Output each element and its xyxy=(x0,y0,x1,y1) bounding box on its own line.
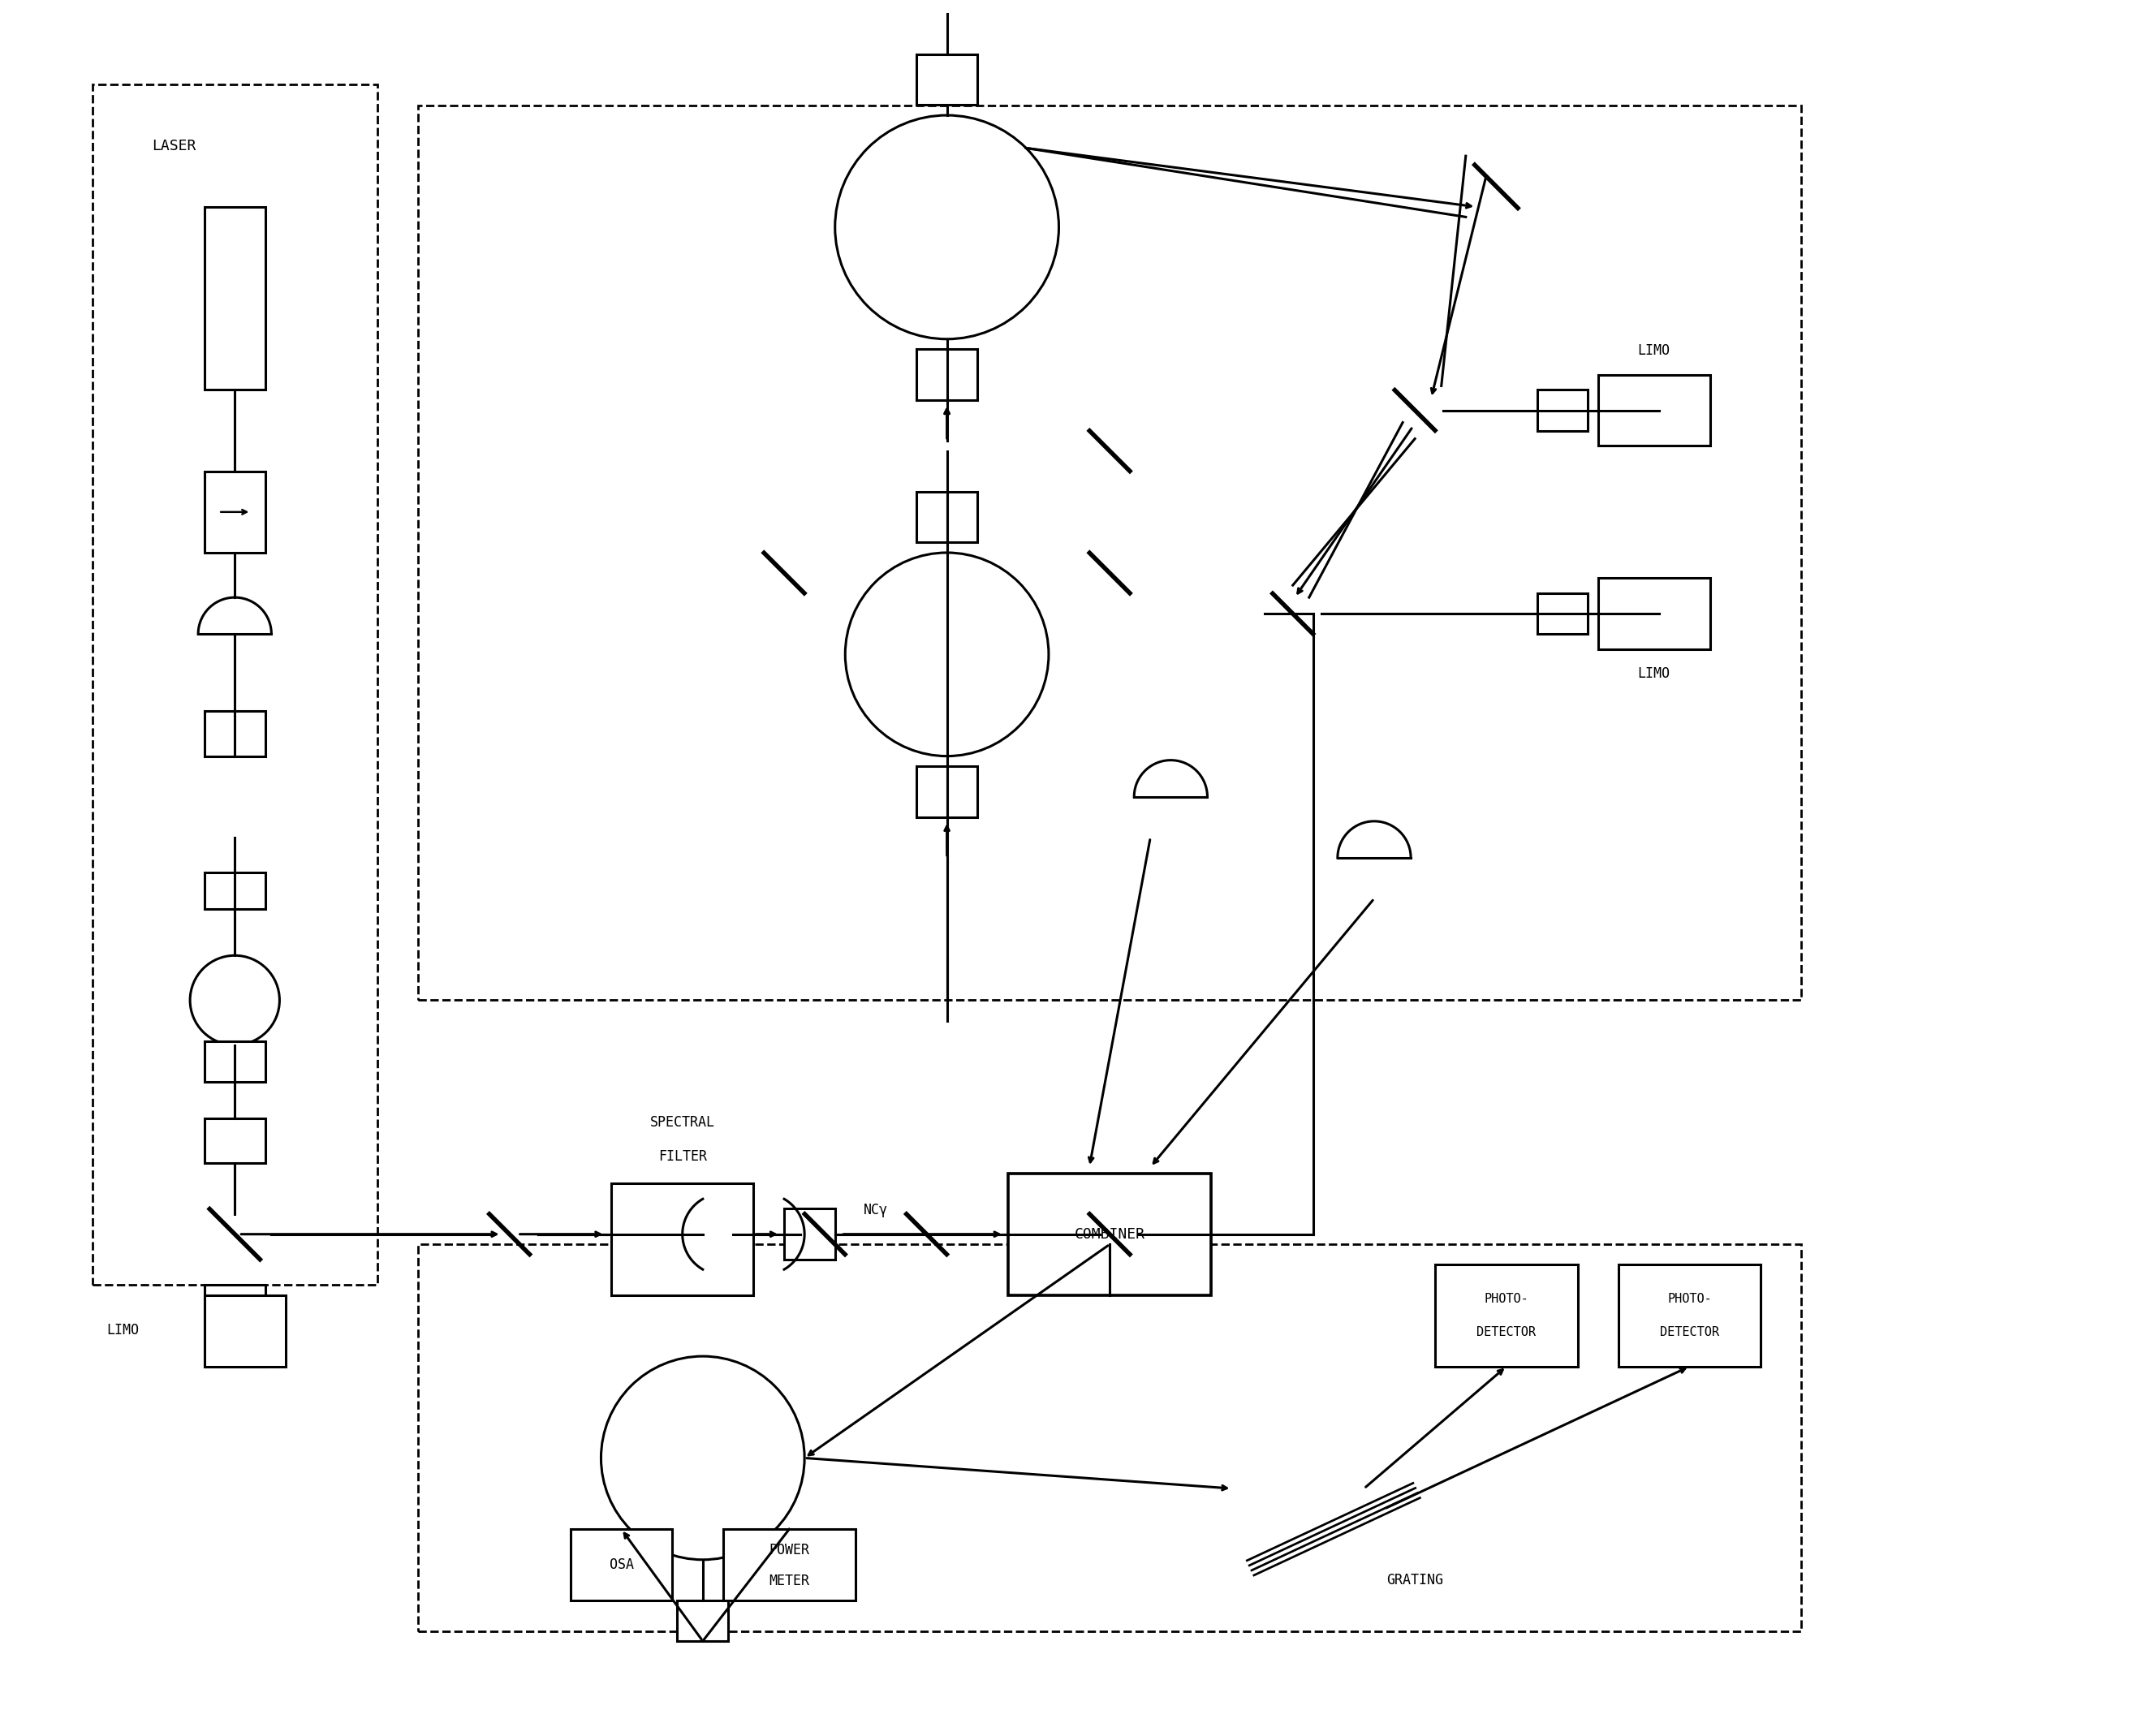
Text: NCγ: NCγ xyxy=(864,1203,887,1217)
Bar xyxy=(678,1601,729,1641)
Text: METER: METER xyxy=(770,1575,810,1588)
Bar xyxy=(1597,578,1710,649)
Bar xyxy=(1537,391,1589,431)
Bar xyxy=(205,470,265,552)
Bar xyxy=(417,106,1802,1000)
Bar xyxy=(205,1295,286,1366)
Bar xyxy=(1435,1266,1578,1366)
Bar xyxy=(917,54,977,106)
Bar xyxy=(1597,375,1710,446)
Text: LIMO: LIMO xyxy=(1638,667,1670,681)
Bar xyxy=(1618,1266,1762,1366)
Text: PHOTO-: PHOTO- xyxy=(1484,1293,1529,1305)
Bar xyxy=(917,766,977,818)
Bar xyxy=(917,349,977,399)
Bar xyxy=(1007,1174,1212,1295)
Text: GRATING: GRATING xyxy=(1385,1573,1443,1587)
Text: COMBINER: COMBINER xyxy=(1075,1227,1146,1241)
Bar xyxy=(205,207,265,391)
Bar xyxy=(723,1529,855,1601)
Text: SPECTRAL: SPECTRAL xyxy=(650,1115,714,1130)
Bar xyxy=(917,491,977,542)
Bar xyxy=(205,1285,265,1366)
Text: LASER: LASER xyxy=(152,139,197,153)
Text: PHOTO-: PHOTO- xyxy=(1668,1293,1713,1305)
Bar xyxy=(1537,594,1589,634)
Text: FILTER: FILTER xyxy=(659,1149,708,1165)
Bar xyxy=(205,871,265,908)
Bar xyxy=(417,1245,1802,1630)
Text: DETECTOR: DETECTOR xyxy=(1659,1326,1719,1338)
Bar xyxy=(205,712,265,757)
Text: LIMO: LIMO xyxy=(107,1323,139,1337)
Bar xyxy=(205,1042,265,1082)
Bar xyxy=(205,1118,265,1163)
Text: OSA: OSA xyxy=(609,1557,633,1573)
Text: POWER: POWER xyxy=(770,1543,810,1557)
Text: DETECTOR: DETECTOR xyxy=(1477,1326,1535,1338)
Text: LIMO: LIMO xyxy=(1638,344,1670,358)
Bar xyxy=(92,85,376,1285)
Bar xyxy=(611,1184,753,1295)
Bar xyxy=(571,1529,671,1601)
Bar xyxy=(785,1208,836,1260)
